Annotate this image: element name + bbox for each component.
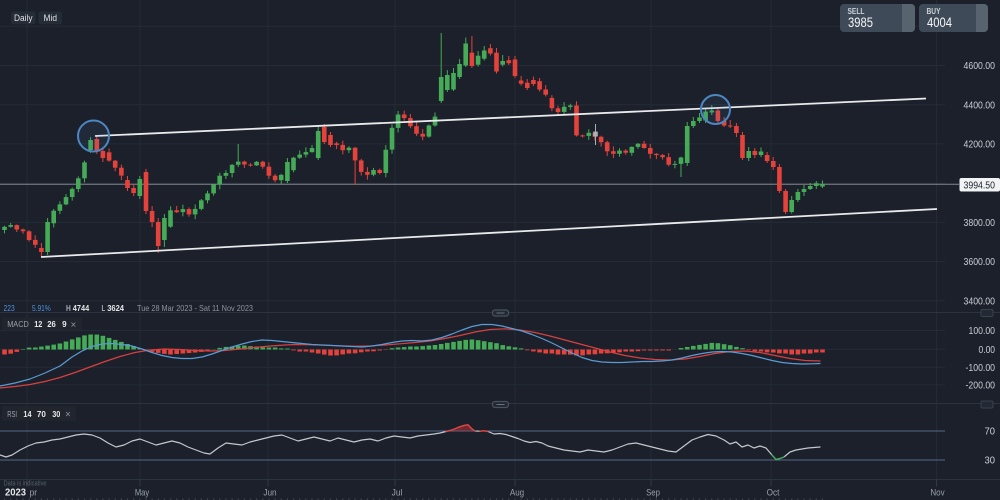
svg-text:14: 14 (23, 410, 32, 419)
svg-text:70: 70 (37, 410, 47, 419)
svg-text:3624: 3624 (107, 304, 124, 313)
svg-text:RSI: RSI (7, 410, 17, 419)
svg-text:4004: 4004 (927, 15, 952, 30)
svg-text:Oct: Oct (767, 488, 780, 499)
svg-text:2023: 2023 (5, 488, 26, 499)
svg-text:Sep: Sep (646, 488, 660, 499)
svg-text:30: 30 (52, 410, 61, 419)
svg-text:Aug: Aug (510, 488, 524, 499)
svg-text:0.00: 0.00 (979, 345, 996, 356)
svg-text:4600.00: 4600.00 (964, 61, 996, 72)
svg-text:Daily: Daily (14, 13, 33, 23)
svg-text:4200.00: 4200.00 (964, 140, 996, 151)
svg-text:3400.00: 3400.00 (964, 296, 996, 307)
svg-text:9: 9 (62, 320, 67, 329)
svg-text:Jul: Jul (392, 488, 403, 499)
svg-text:-200.00: -200.00 (966, 381, 996, 392)
svg-text:3985: 3985 (848, 15, 873, 30)
svg-text:12: 12 (34, 320, 43, 329)
svg-text:L: L (102, 304, 106, 313)
svg-text:26: 26 (47, 320, 56, 329)
svg-text:Nov: Nov (930, 488, 945, 499)
svg-text:May: May (135, 488, 149, 499)
svg-text:3994.50: 3994.50 (964, 181, 996, 192)
svg-text:Data is indicative: Data is indicative (4, 480, 47, 487)
svg-text:Jun: Jun (263, 488, 276, 499)
svg-text:3600.00: 3600.00 (964, 257, 996, 268)
svg-text:Tue 28 Mar 2023 - Sat 11 Nov 2: Tue 28 Mar 2023 - Sat 11 Nov 2023 (137, 304, 253, 313)
svg-text:pr: pr (30, 488, 38, 499)
svg-text:H: H (66, 304, 71, 313)
svg-text:30: 30 (985, 456, 996, 467)
svg-text:3800.00: 3800.00 (964, 218, 996, 229)
svg-text:70: 70 (985, 427, 996, 438)
svg-text:223: 223 (4, 304, 16, 313)
svg-text:4400.00: 4400.00 (964, 100, 996, 111)
svg-text:4744: 4744 (73, 304, 90, 313)
svg-text:SELL: SELL (848, 6, 865, 16)
svg-text:BUY: BUY (927, 6, 941, 16)
svg-text:-100.00: -100.00 (966, 363, 996, 374)
svg-text:100.00: 100.00 (969, 326, 996, 337)
svg-text:✕: ✕ (65, 410, 71, 419)
svg-text:Mid: Mid (44, 13, 58, 23)
svg-text:✕: ✕ (70, 320, 76, 329)
svg-text:MACD: MACD (7, 320, 29, 329)
svg-text:5.91%: 5.91% (32, 304, 51, 313)
